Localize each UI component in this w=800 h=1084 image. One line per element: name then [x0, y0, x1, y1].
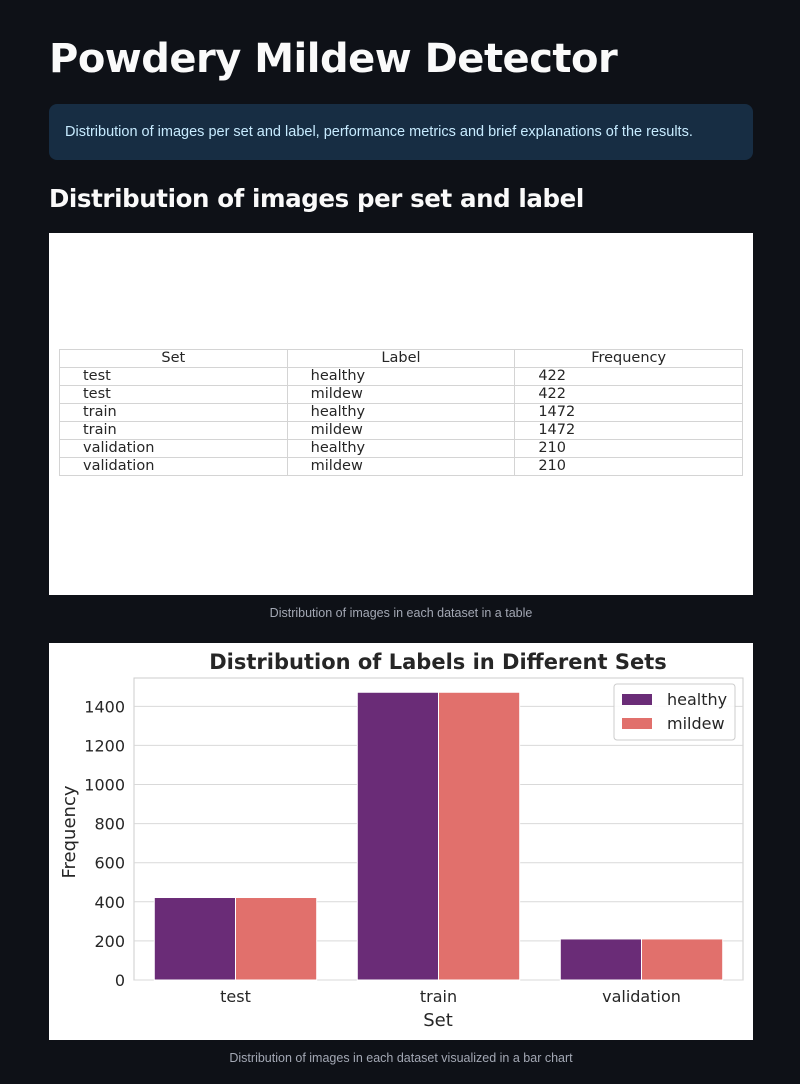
table-row: validation healthy 210 — [59, 439, 743, 458]
cell-label: healthy — [286, 439, 516, 458]
cell-frequency: 210 — [514, 457, 743, 476]
legend-label-mildew: mildew — [667, 714, 725, 733]
table-image: Set Label Frequency test healthy 422 tes… — [49, 233, 753, 595]
table-header-row: Set Label Frequency — [59, 349, 743, 368]
bar-chart: Distribution of Labels in Different Sets… — [59, 650, 744, 1031]
y-tick-label: 0 — [115, 971, 125, 990]
page-title: Powdery Mildew Detector — [49, 36, 618, 82]
bar-healthy-test — [153, 897, 236, 981]
table-row: test healthy 422 — [59, 367, 743, 386]
table-row: test mildew 422 — [59, 385, 743, 404]
cell-label: mildew — [286, 421, 516, 440]
y-tick-label: 1200 — [84, 736, 125, 755]
cell-set: train — [59, 403, 288, 422]
cell-label: healthy — [286, 403, 516, 422]
y-axis-label: Frequency — [59, 785, 80, 878]
table-row: validation mildew 210 — [59, 457, 743, 476]
cell-frequency: 422 — [514, 367, 743, 386]
y-tick-label: 200 — [94, 932, 125, 951]
column-header-frequency: Frequency — [514, 349, 743, 368]
x-tick-label: train — [420, 987, 457, 1006]
x-tick-label: validation — [602, 987, 681, 1006]
cell-frequency: 1472 — [514, 403, 743, 422]
cell-set: validation — [59, 439, 288, 458]
bars — [153, 691, 724, 981]
cell-label: mildew — [286, 457, 516, 476]
bar-mildew-test — [235, 897, 318, 981]
cell-frequency: 422 — [514, 385, 743, 404]
y-tick-label: 1400 — [84, 697, 125, 716]
x-axis-label: Set — [423, 1010, 453, 1031]
legend: healthy mildew — [613, 683, 736, 741]
table-caption: Distribution of images in each dataset i… — [269, 606, 533, 620]
bar-mildew-train — [438, 691, 521, 981]
y-tick-label: 1000 — [84, 776, 125, 795]
cell-frequency: 1472 — [514, 421, 743, 440]
cell-label: mildew — [286, 385, 516, 404]
x-tick-label: test — [220, 987, 251, 1006]
table-row: train healthy 1472 — [59, 403, 743, 422]
cell-set: validation — [59, 457, 288, 476]
column-header-set: Set — [59, 349, 288, 368]
bar-chart-image: Distribution of Labels in Different Sets… — [49, 643, 753, 1040]
column-header-label: Label — [286, 349, 516, 368]
bar-mildew-validation — [641, 938, 724, 981]
legend-label-healthy: healthy — [667, 690, 727, 709]
legend-swatch-healthy — [622, 694, 652, 705]
info-alert: Distribution of images per set and label… — [49, 104, 753, 160]
y-tick-label: 600 — [94, 854, 125, 873]
y-tick-label: 400 — [94, 893, 125, 912]
cell-label: healthy — [286, 367, 516, 386]
cell-set: test — [59, 385, 288, 404]
cell-frequency: 210 — [514, 439, 743, 458]
section-subheader: Distribution of images per set and label — [49, 184, 584, 213]
bar-healthy-train — [356, 691, 439, 981]
cell-set: test — [59, 367, 288, 386]
chart-title: Distribution of Labels in Different Sets — [209, 650, 667, 674]
table-row: train mildew 1472 — [59, 421, 743, 440]
axis-ticks: 0 200 400 600 800 1000 1200 1400 test train valida… — [84, 697, 681, 1006]
cell-set: train — [59, 421, 288, 440]
bar-healthy-validation — [559, 938, 642, 981]
y-tick-label: 800 — [94, 815, 125, 834]
chart-caption: Distribution of images in each dataset v… — [229, 1051, 573, 1065]
frequency-table: Set Label Frequency test healthy 422 tes… — [59, 349, 743, 476]
info-alert-text: Distribution of images per set and label… — [65, 124, 693, 140]
legend-swatch-mildew — [622, 718, 652, 729]
